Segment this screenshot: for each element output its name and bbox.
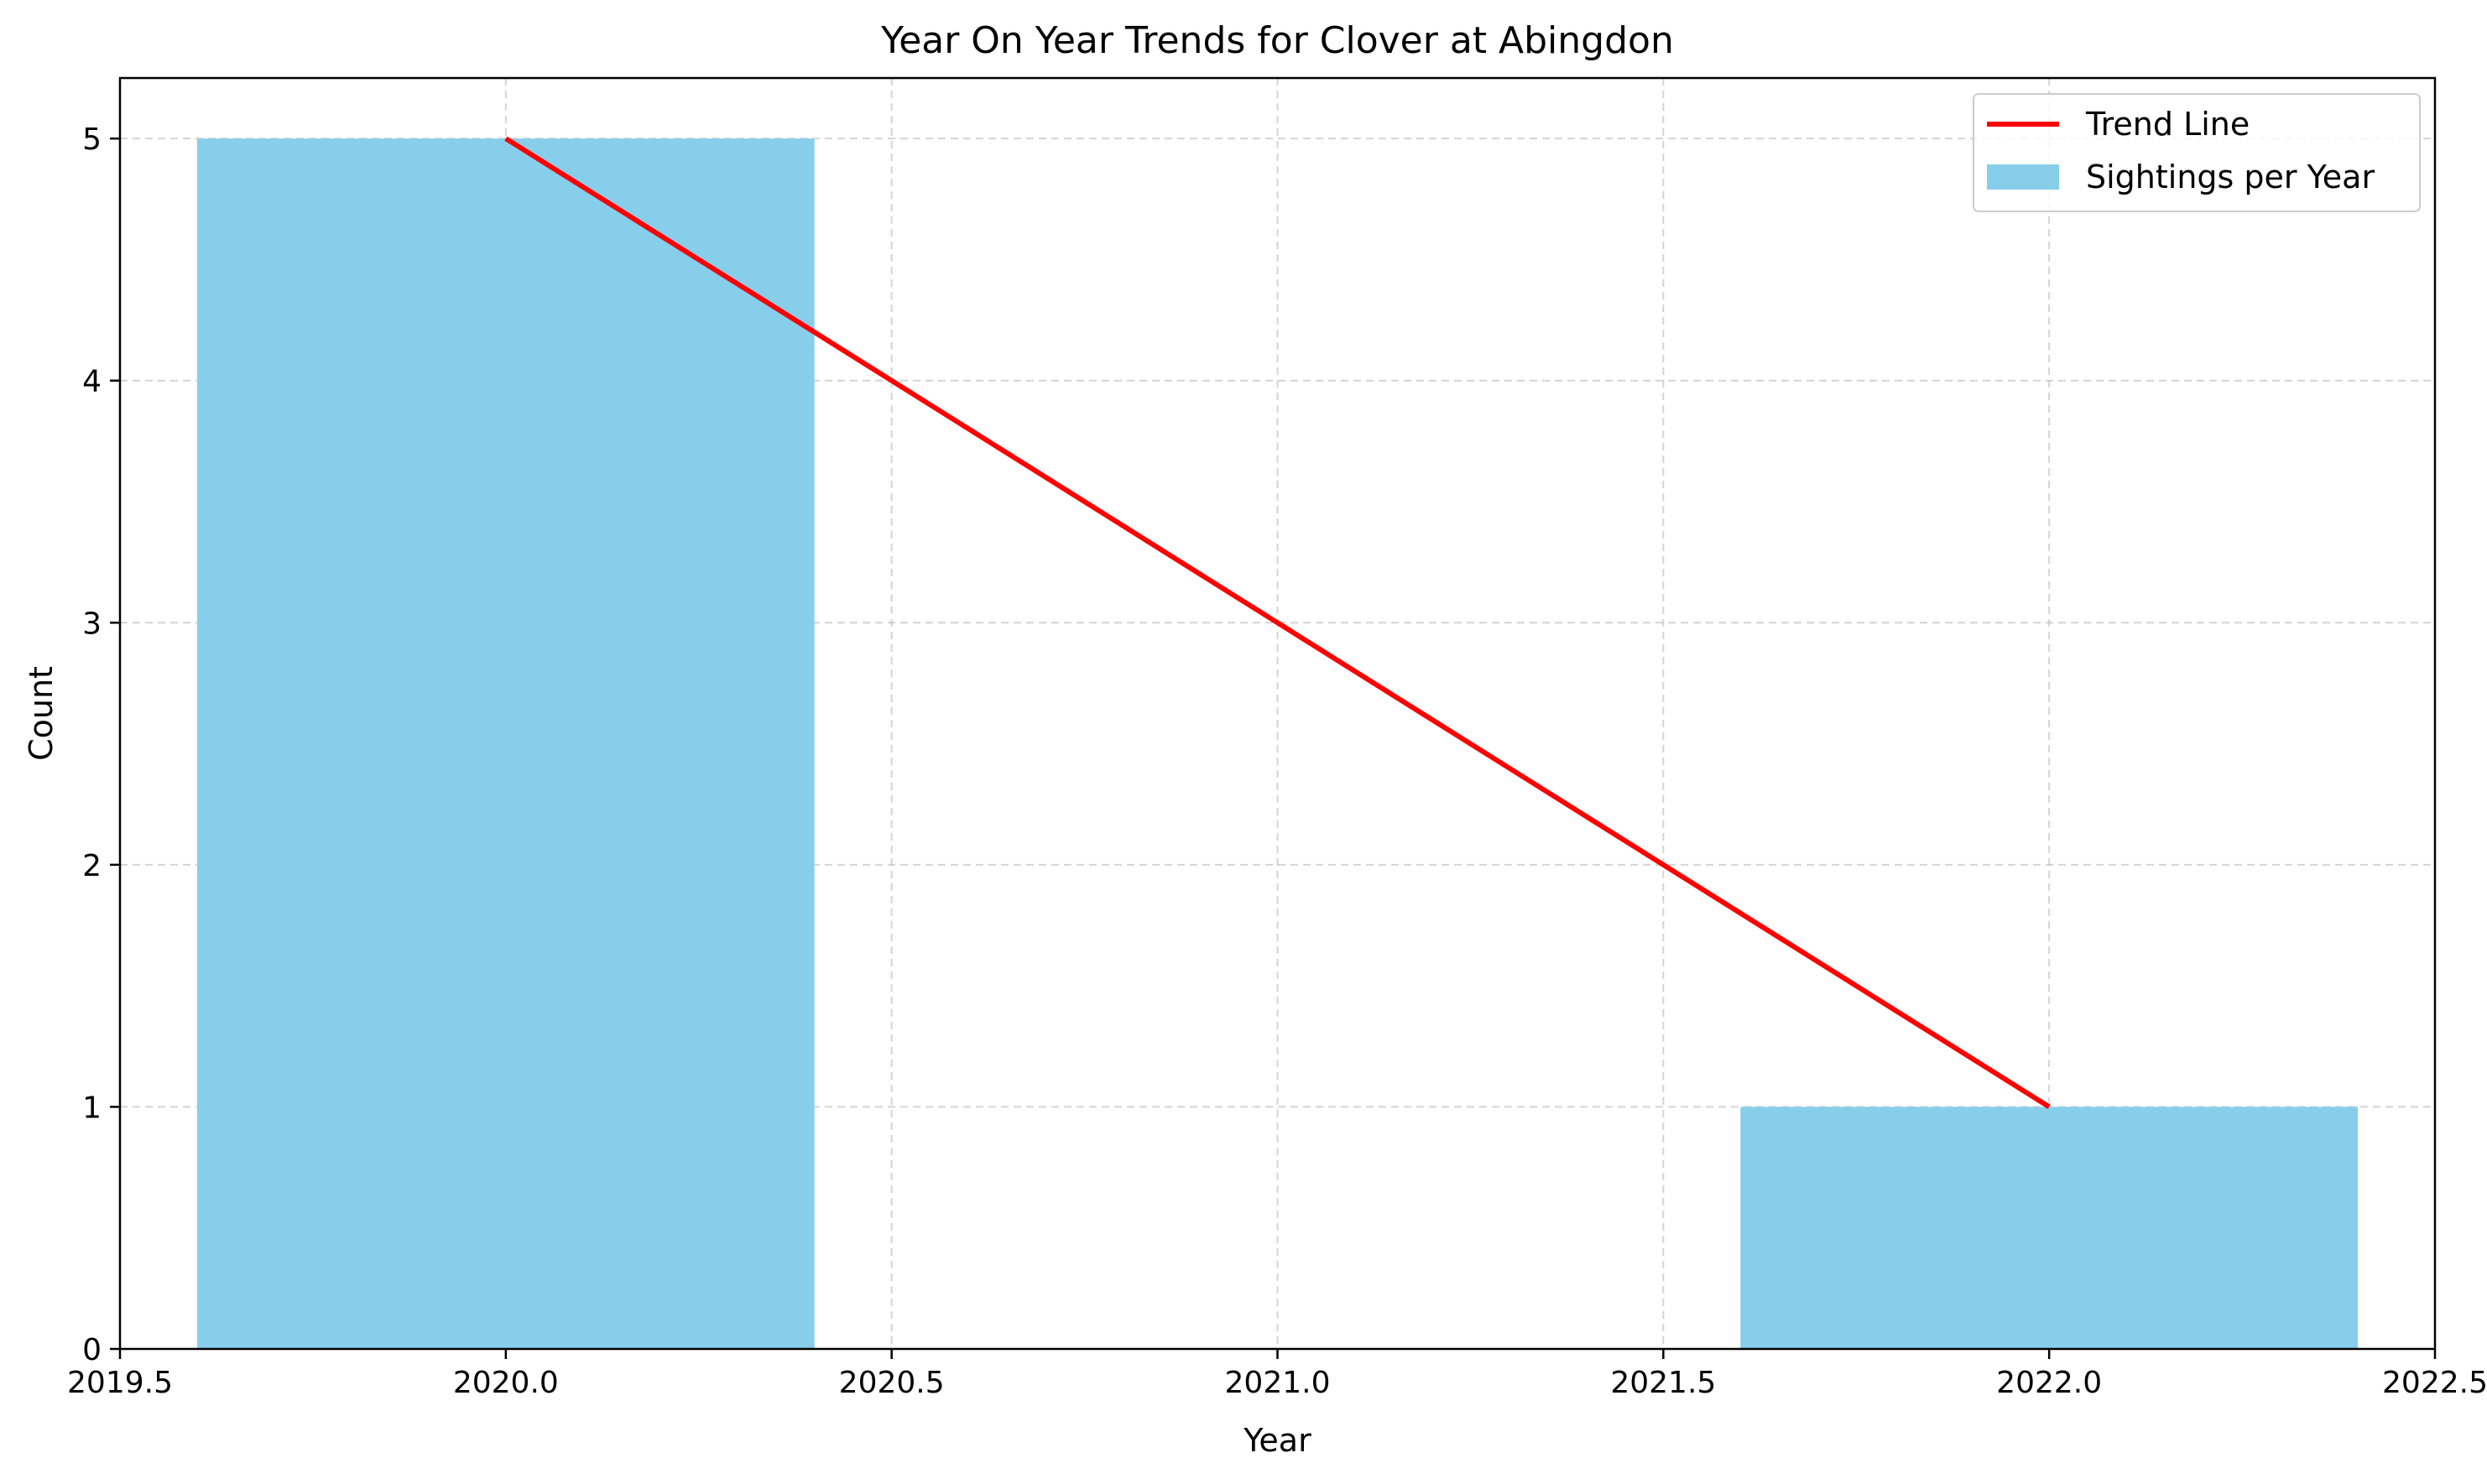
bar	[196, 138, 815, 1350]
y-tick-label: 2	[82, 849, 102, 883]
legend-bar-swatch	[1987, 164, 2059, 190]
y-tick-label: 0	[82, 1333, 102, 1367]
x-tick-label: 2019.5	[67, 1366, 173, 1400]
legend-box	[1973, 93, 2421, 212]
legend-bar-label: Sightings per Year	[2086, 159, 2375, 195]
y-tick-label: 5	[82, 122, 102, 157]
x-tick-label: 2022.5	[2382, 1366, 2487, 1400]
line-layer	[504, 136, 2051, 1109]
y-tick-label: 1	[82, 1091, 102, 1125]
x-axis-label: Year	[1243, 1422, 1311, 1459]
legend-trend-line-label: Trend Line	[2085, 106, 2250, 143]
x-tick-label: 2020.0	[453, 1366, 559, 1400]
x-tick-label: 2021.0	[1225, 1366, 1331, 1400]
y-axis-label: Count	[23, 666, 60, 761]
x-tick-label: 2020.5	[839, 1366, 945, 1400]
bars-layer	[196, 138, 2359, 1350]
x-tick-label: 2022.0	[1996, 1366, 2102, 1400]
x-tick-label: 2021.5	[1610, 1366, 1716, 1400]
trend-line	[504, 136, 2051, 1109]
ticks-layer: 2019.5 2020.0 2020.5 2021.0 2021.5 2022.0 2022…	[67, 122, 2487, 1400]
y-tick-label: 4	[82, 365, 102, 399]
legend: Trend Line Sightings per Year	[1973, 93, 2421, 212]
chart-title: Year On Year Trends for Clover at Abingd…	[880, 19, 1674, 62]
y-tick-label: 3	[82, 607, 102, 641]
bar	[1740, 1106, 2359, 1349]
